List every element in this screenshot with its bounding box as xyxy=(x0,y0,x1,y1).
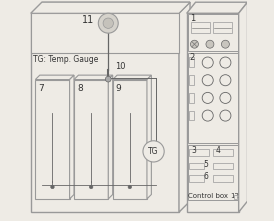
Text: 9: 9 xyxy=(116,84,121,93)
Bar xyxy=(213,149,233,156)
Text: 4: 4 xyxy=(215,146,220,155)
Bar xyxy=(189,163,204,169)
Circle shape xyxy=(202,57,213,68)
Bar xyxy=(188,145,238,200)
Bar xyxy=(31,13,179,212)
Bar xyxy=(189,149,209,156)
Circle shape xyxy=(202,92,213,103)
Circle shape xyxy=(221,40,229,48)
Bar xyxy=(31,13,179,53)
Text: Control box: Control box xyxy=(189,193,229,199)
Text: 7: 7 xyxy=(39,84,44,93)
Polygon shape xyxy=(239,2,247,212)
Polygon shape xyxy=(108,75,113,199)
Text: TG: TG xyxy=(148,147,159,156)
Bar xyxy=(234,195,237,199)
Polygon shape xyxy=(35,75,74,80)
Polygon shape xyxy=(179,2,190,212)
Polygon shape xyxy=(113,75,151,80)
Bar xyxy=(189,57,194,67)
Polygon shape xyxy=(31,2,190,13)
Text: 2: 2 xyxy=(190,53,195,61)
Circle shape xyxy=(220,75,231,86)
Polygon shape xyxy=(187,2,247,13)
Text: TG: Temp. Gauge: TG: Temp. Gauge xyxy=(33,55,99,64)
Bar xyxy=(113,80,147,199)
Bar xyxy=(35,80,70,199)
Circle shape xyxy=(202,75,213,86)
Text: 1: 1 xyxy=(190,14,195,23)
Bar xyxy=(74,80,108,199)
Text: 11: 11 xyxy=(82,15,95,25)
Circle shape xyxy=(220,110,231,121)
Bar xyxy=(191,22,210,33)
Bar xyxy=(189,93,194,103)
Text: 8: 8 xyxy=(77,84,83,93)
Polygon shape xyxy=(74,75,113,80)
Circle shape xyxy=(103,18,113,28)
Circle shape xyxy=(89,185,93,189)
Text: 12: 12 xyxy=(230,193,239,199)
Circle shape xyxy=(143,141,164,162)
Circle shape xyxy=(190,40,198,48)
Bar xyxy=(187,13,239,212)
Polygon shape xyxy=(147,75,151,199)
Bar xyxy=(189,110,194,120)
Circle shape xyxy=(105,76,111,82)
Text: 6: 6 xyxy=(203,172,208,181)
Bar xyxy=(189,175,204,182)
Bar xyxy=(188,14,238,51)
Bar xyxy=(213,175,233,182)
Text: 3: 3 xyxy=(191,146,196,155)
Text: 10: 10 xyxy=(115,62,125,71)
Bar xyxy=(213,163,233,169)
Circle shape xyxy=(220,92,231,103)
Bar xyxy=(188,53,238,143)
Bar xyxy=(213,22,232,33)
Circle shape xyxy=(98,13,118,33)
Circle shape xyxy=(51,185,54,189)
Circle shape xyxy=(202,110,213,121)
Circle shape xyxy=(220,57,231,68)
Polygon shape xyxy=(70,75,74,199)
Polygon shape xyxy=(31,2,190,13)
Circle shape xyxy=(128,185,132,189)
Bar xyxy=(189,75,194,85)
Text: 5: 5 xyxy=(203,160,208,169)
Circle shape xyxy=(206,40,214,48)
